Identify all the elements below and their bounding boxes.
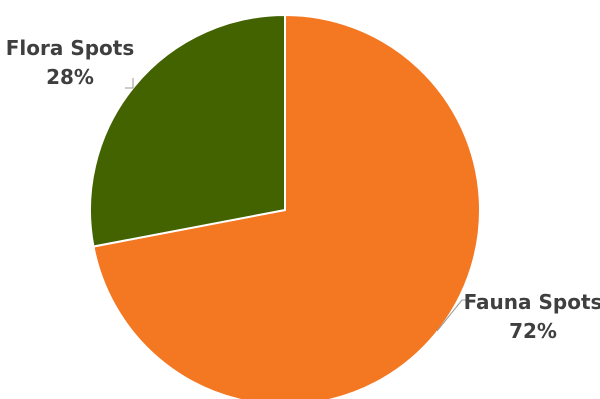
slice-label-flora-name: Flora Spots xyxy=(6,36,135,60)
leader-line-flora xyxy=(125,78,134,89)
slice-label-fauna-percent: 72% xyxy=(509,319,557,343)
slice-label-flora-percent: 28% xyxy=(46,65,94,89)
leader-line-fauna xyxy=(436,299,466,332)
slice-label-fauna-name: Fauna Spots xyxy=(464,290,600,314)
pie-slices xyxy=(89,14,481,399)
slice-label-fauna: Fauna Spots 72% xyxy=(464,290,600,343)
pie-slice-flora xyxy=(89,14,286,248)
pie-slice-fauna xyxy=(92,14,481,399)
slice-label-flora: Flora Spots 28% xyxy=(6,36,135,89)
